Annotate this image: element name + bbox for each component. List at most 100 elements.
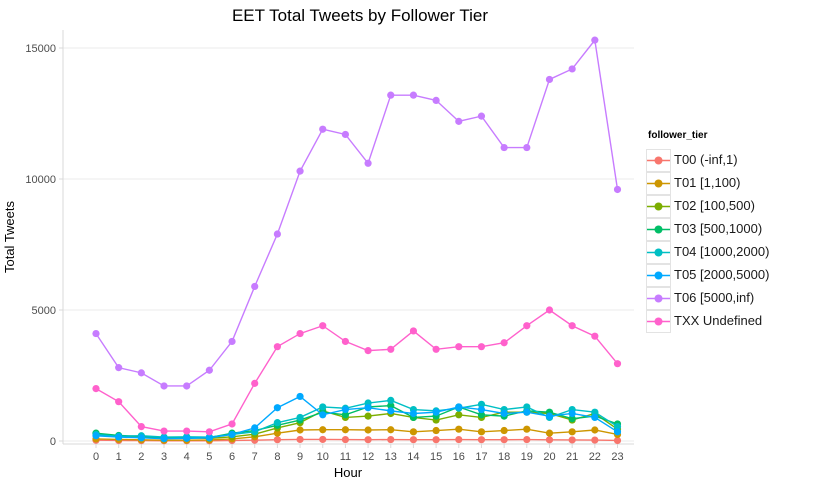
- data-point: [341, 411, 350, 419]
- x-axis-title: Hour: [334, 465, 363, 480]
- legend-item-label: TXX Undefined: [674, 313, 763, 328]
- x-tick-label: 7: [252, 451, 258, 463]
- legend-key-icon: [646, 217, 671, 241]
- x-tick-label: 14: [407, 451, 419, 463]
- data-point: [92, 329, 100, 338]
- data-point: [477, 343, 486, 351]
- series-txx: [92, 306, 622, 436]
- data-point: [205, 434, 213, 442]
- series-line: [95, 38, 619, 387]
- data-point: [160, 382, 168, 390]
- data-point: [387, 396, 395, 404]
- x-tick-label: 1: [116, 451, 122, 463]
- data-point: [296, 413, 304, 422]
- legend-title: follower_tier: [648, 130, 708, 141]
- legend-item-label: T00 (-inf,1): [674, 152, 738, 167]
- legend-key-icon: [646, 309, 671, 333]
- data-point: [137, 369, 145, 377]
- data-point: [523, 322, 531, 330]
- series-line: [95, 395, 618, 440]
- x-tick-label: 11: [340, 451, 351, 463]
- data-point: [364, 436, 372, 444]
- y-tick-label: 0: [50, 436, 56, 448]
- x-tick-label: 13: [385, 451, 397, 463]
- y-tick-label: 15000: [25, 43, 56, 55]
- data-point: [364, 412, 372, 420]
- data-point: [432, 345, 440, 353]
- data-point: [319, 322, 327, 330]
- data-point: [432, 96, 440, 104]
- data-point: [273, 419, 281, 427]
- data-point: [296, 426, 304, 434]
- data-point: [613, 422, 622, 431]
- legend-item-t03[interactable]: T03 [500,1000): [646, 217, 769, 241]
- data-point: [409, 327, 418, 335]
- legend-item-t02[interactable]: T02 [100,500): [646, 194, 769, 218]
- x-tick-label: 4: [184, 451, 190, 463]
- legend-item-t00[interactable]: T00 (-inf,1): [646, 148, 769, 172]
- legend-item-t05[interactable]: T05 [2000,5000): [646, 263, 769, 287]
- data-point: [341, 426, 350, 434]
- data-point: [523, 143, 531, 152]
- data-point: [273, 429, 281, 437]
- data-point: [591, 332, 599, 340]
- x-tick-label: 17: [475, 451, 487, 463]
- legend-key-icon: [646, 263, 671, 287]
- legend-item-txx[interactable]: TXX Undefined: [646, 309, 769, 333]
- legend-item-t04[interactable]: T04 [1000,2000): [646, 240, 770, 264]
- data-point: [160, 435, 168, 443]
- legend-item-label: T01 [1,100): [674, 175, 741, 190]
- data-point: [251, 379, 259, 387]
- data-point: [296, 392, 304, 401]
- data-point: [477, 405, 486, 414]
- legend-item-t01[interactable]: T01 [1,100): [646, 171, 769, 195]
- data-point: [341, 337, 350, 346]
- data-point: [115, 398, 123, 406]
- data-point: [523, 425, 531, 433]
- data-point: [500, 143, 508, 152]
- data-point: [183, 382, 191, 390]
- data-point: [387, 407, 395, 415]
- data-point: [296, 435, 304, 444]
- data-point: [183, 434, 191, 442]
- data-point: [477, 400, 486, 408]
- data-point: [568, 65, 576, 73]
- y-tick-label: 10000: [25, 174, 56, 186]
- data-point: [183, 427, 191, 435]
- data-point: [341, 130, 350, 139]
- data-point: [251, 424, 259, 432]
- data-point: [115, 433, 123, 441]
- data-point: [387, 402, 395, 410]
- legend-key-icon: [646, 194, 671, 218]
- data-point: [387, 345, 395, 353]
- x-tick-label: 6: [229, 451, 235, 463]
- data-point: [137, 434, 145, 442]
- x-tick-label: 18: [498, 451, 510, 463]
- x-tick-label: 16: [453, 451, 465, 463]
- series-t06: [92, 36, 622, 390]
- data-point: [523, 408, 531, 416]
- data-point: [296, 329, 304, 338]
- data-point: [296, 167, 304, 175]
- plot-area[interactable]: [63, 30, 634, 444]
- data-point: [387, 435, 395, 444]
- data-point: [591, 413, 599, 422]
- data-point: [591, 426, 599, 434]
- x-tick-label: 9: [297, 451, 303, 463]
- data-point: [568, 415, 576, 423]
- chart-title: EET Total Tweets by Follower Tier: [231, 6, 489, 25]
- x-tick-label: 2: [138, 451, 144, 463]
- legend-item-t06[interactable]: T06 [5000,inf): [646, 286, 769, 310]
- legend-key-icon: [646, 148, 671, 172]
- x-tick-label: 15: [430, 451, 442, 463]
- x-tick-label: 23: [611, 451, 623, 463]
- data-point: [160, 427, 168, 435]
- legend-item-label: T04 [1000,2000): [674, 244, 770, 259]
- data-point: [455, 435, 463, 444]
- data-point: [568, 409, 576, 418]
- data-point: [319, 426, 327, 434]
- series-line: [95, 309, 619, 433]
- data-point: [115, 364, 123, 372]
